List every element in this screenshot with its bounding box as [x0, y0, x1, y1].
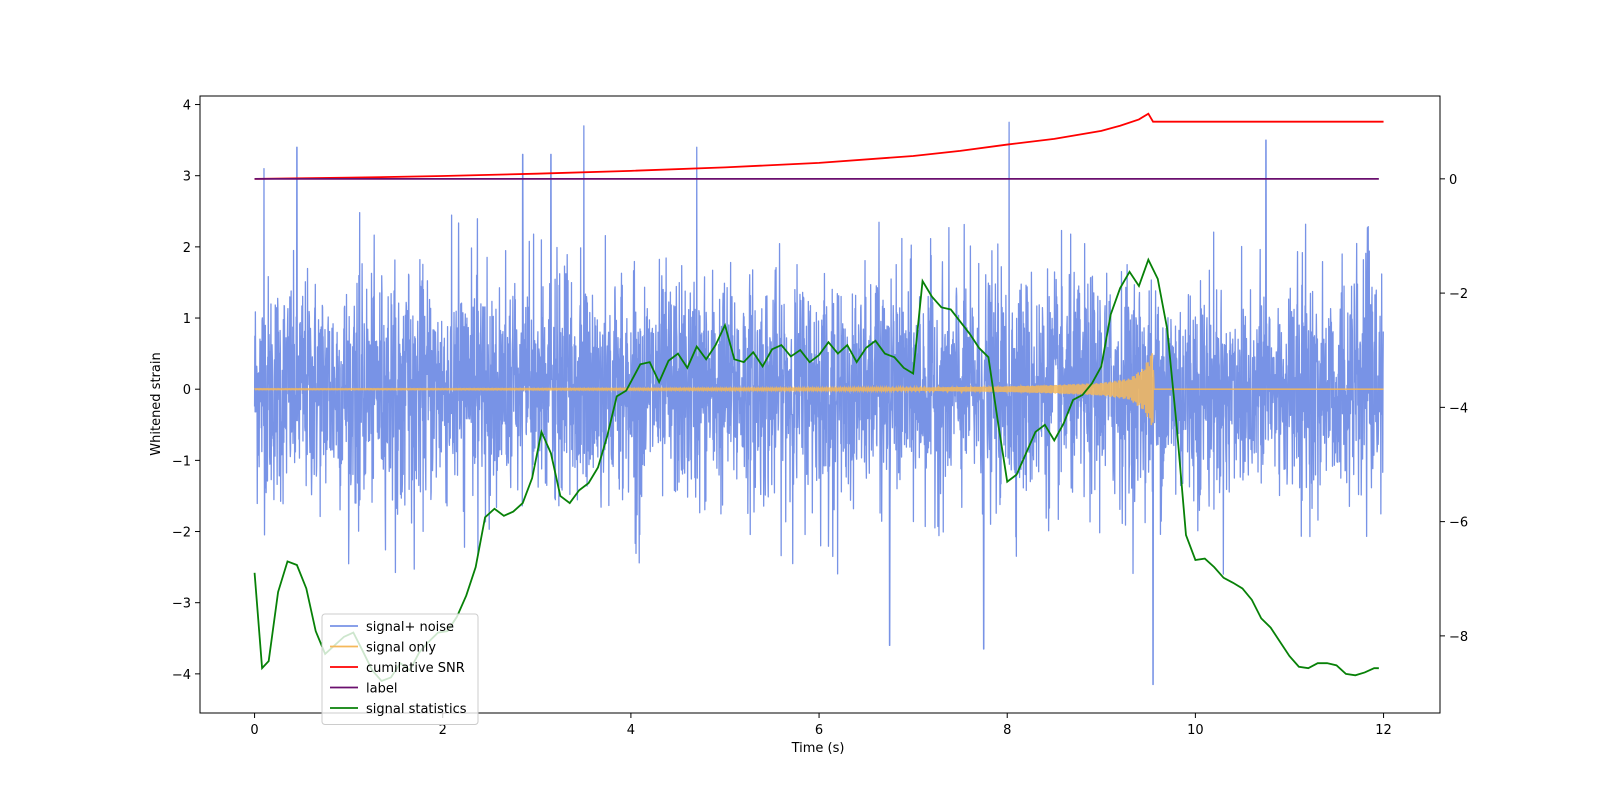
x-axis-label: Time (s): [791, 741, 845, 756]
legend-item-label: signal+ noise: [366, 620, 454, 635]
y-tick-label: −3: [172, 597, 191, 612]
y-right-tick-label: −4: [1449, 401, 1468, 416]
legend-item-label: cumilative SNR: [366, 661, 465, 676]
series-signal-noise-line: [253, 121, 1384, 686]
y-tick-label: 0: [183, 383, 191, 398]
x-tick-label: 8: [1003, 723, 1011, 738]
x-tick-label: 0: [250, 723, 258, 738]
legend-item-label: signal only: [366, 641, 436, 656]
y-axis-label: Whitened strain: [149, 352, 164, 455]
y-tick-label: −2: [172, 526, 191, 541]
y-right-tick-label: 0: [1449, 173, 1457, 188]
x-tick-label: 6: [815, 723, 823, 738]
y-right-tick-label: −6: [1449, 516, 1468, 531]
y-right-tick-label: −8: [1449, 630, 1468, 645]
x-tick-label: 10: [1187, 723, 1204, 738]
y-tick-label: 1: [183, 312, 191, 327]
series-cumilative-snr-line: [254, 112, 1384, 180]
y-tick-label: −4: [172, 668, 191, 683]
y-tick-label: 4: [183, 99, 191, 114]
legend-item-label: signal statistics: [366, 702, 467, 717]
series-signal-only-line: [254, 353, 1384, 426]
legend-box: [321, 613, 479, 725]
y-tick-label: 2: [183, 241, 191, 256]
y-tick-label: 3: [183, 170, 191, 185]
y-axis-left: −4 −3 −2 −1 0 1 2 3 4: [172, 99, 200, 683]
y-right-tick-label: −2: [1449, 287, 1468, 302]
x-tick-label: 4: [627, 723, 635, 738]
legend-item-label: label: [366, 682, 397, 697]
x-tick-label: 2: [439, 723, 447, 738]
y-tick-label: −1: [172, 454, 191, 469]
x-tick-label: 12: [1375, 723, 1392, 738]
y-axis-right: −8 −6 −4 −2 0: [1440, 173, 1468, 645]
legend: signal+ noise signal only cumilative SNR la…: [321, 613, 479, 725]
plot-frame: [199, 95, 1441, 714]
